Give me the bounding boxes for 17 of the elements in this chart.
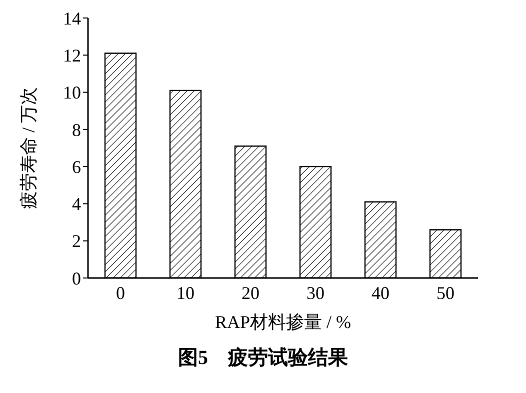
x-tick-label: 30	[306, 282, 324, 303]
y-axis-title: 疲劳寿命 / 万次	[18, 86, 38, 210]
y-tick-label: 8	[72, 120, 81, 140]
y-tick-label: 0	[72, 268, 81, 288]
y-tick-label: 4	[72, 194, 81, 214]
x-tick-label: 0	[116, 282, 125, 303]
x-tick-label: 50	[436, 282, 454, 303]
x-tick-label: 20	[242, 282, 260, 303]
x-axis-title: RAP材料掺量 / %	[214, 312, 352, 332]
y-tick-label: 2	[72, 231, 81, 252]
x-tick-label: 40	[372, 282, 390, 303]
y-tick-label: 10	[63, 82, 81, 103]
x-tick-label: 10	[176, 282, 194, 303]
y-tick-label: 14	[63, 8, 81, 28]
text: 图5 疲劳试验结果	[177, 346, 349, 371]
y-tick-label: 6	[72, 156, 81, 177]
y-tick-label: 12	[63, 46, 81, 66]
